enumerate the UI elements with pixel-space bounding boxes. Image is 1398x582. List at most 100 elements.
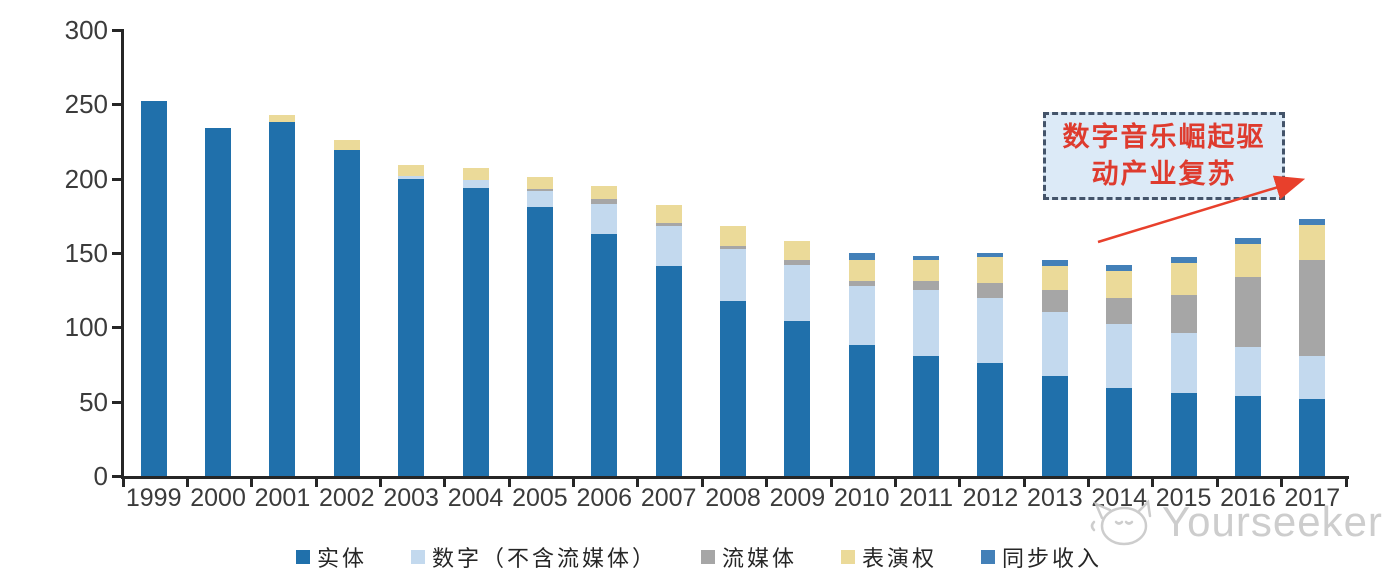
- bar-segment-2009-s3: [784, 241, 811, 261]
- legend-item: 表演权: [841, 541, 937, 573]
- bar-segment-2012-s3: [977, 257, 1004, 283]
- x-axis-tick: [1022, 479, 1026, 487]
- x-axis-tick: [378, 479, 382, 487]
- bar-segment-2016-s1: [1234, 346, 1261, 396]
- legend-label: 表演权: [862, 546, 938, 571]
- bar-segment-2015-s2: [1170, 294, 1197, 334]
- bar-segment-2002-s0: [333, 150, 360, 476]
- legend-label: 同步收入: [1002, 546, 1103, 571]
- x-axis-tick: [185, 479, 189, 487]
- legend-item: 数字（不含流媒体）: [410, 541, 657, 573]
- bar-segment-2013-s4: [1041, 260, 1068, 267]
- bar-segment-2001-s0: [269, 122, 296, 476]
- y-axis-tick: [112, 326, 122, 330]
- bar-segment-2017-s2: [1299, 260, 1326, 356]
- legend-swatch: [700, 550, 715, 564]
- x-axis-label: 2008: [705, 484, 761, 512]
- bar-segment-2003-s0: [398, 178, 425, 476]
- x-axis-tick: [1151, 479, 1155, 487]
- bar-segment-2006-s3: [591, 186, 618, 200]
- x-axis-line: [121, 476, 1349, 479]
- y-axis-label: 50: [79, 386, 108, 417]
- legend: 实体 数字（不含流媒体） 流媒体 表演权 同步收入: [0, 541, 1398, 573]
- legend-item: 同步收入: [981, 541, 1102, 573]
- bar-segment-2009-s2: [784, 260, 811, 265]
- bar-segment-2005-s3: [526, 177, 553, 190]
- bar-segment-2007-s1: [655, 226, 682, 267]
- bar-segment-2017-s4: [1299, 218, 1326, 225]
- bar-segment-2016-s4: [1234, 238, 1261, 245]
- x-axis-tick: [700, 479, 704, 487]
- annotation-line-2: 动产业复苏: [1091, 159, 1237, 189]
- bar-segment-2011-s1: [913, 290, 940, 356]
- bar-segment-2004-s3: [462, 168, 489, 181]
- bar-segment-2003-s3: [398, 165, 425, 176]
- bar-segment-2008-s1: [720, 248, 746, 301]
- bar-segment-2014-s0: [1106, 388, 1133, 476]
- annotation-callout: 数字音乐崛起驱 动产业复苏: [1043, 112, 1285, 200]
- bar-segment-2005-s0: [526, 206, 553, 476]
- bar-segment-2008-s0: [720, 300, 746, 476]
- legend-item: 实体: [295, 541, 367, 573]
- x-axis-tick: [507, 479, 511, 487]
- bar-segment-2011-s0: [913, 355, 940, 476]
- bar-segment-2006-s0: [591, 233, 618, 476]
- y-axis-label: 250: [64, 89, 108, 120]
- bar-segment-2014-s1: [1106, 324, 1133, 389]
- y-axis-label: 150: [64, 238, 108, 268]
- y-axis-line: [121, 29, 124, 479]
- x-axis-tick: [314, 479, 318, 487]
- y-axis-tick: [112, 177, 122, 181]
- yourseeker-logo-icon: [1090, 499, 1152, 546]
- bar-segment-2014-s3: [1106, 270, 1133, 298]
- x-axis-label: 2004: [447, 484, 504, 512]
- x-axis-label: 1999: [125, 484, 182, 512]
- x-axis-label: 2006: [576, 484, 633, 512]
- bar-segment-2010-s3: [848, 260, 875, 282]
- x-axis-label: 2010: [833, 484, 890, 512]
- bar-segment-2011-s3: [913, 260, 940, 282]
- x-axis-label: 2015: [1155, 484, 1212, 512]
- bar-segment-2008-s3: [720, 226, 746, 246]
- bar-segment-2012-s4: [977, 253, 1004, 258]
- bar-segment-2003-s1: [398, 175, 425, 179]
- bar-segment-2015-s0: [1170, 392, 1197, 476]
- x-axis-tick: [829, 479, 833, 487]
- y-axis-label: 300: [64, 15, 108, 45]
- x-axis-label: 2009: [769, 484, 826, 512]
- y-axis-label: 100: [64, 312, 108, 343]
- y-axis-tick: [112, 475, 122, 478]
- bar-segment-2001-s3: [269, 114, 296, 123]
- x-axis-tick: [121, 479, 125, 487]
- bar-segment-2010-s4: [848, 253, 875, 261]
- y-axis-tick: [112, 252, 122, 255]
- x-axis-label: 2007: [640, 484, 697, 512]
- legend-swatch: [841, 550, 855, 564]
- bar-segment-2000-s0: [205, 128, 232, 476]
- x-axis-label: 2011: [899, 484, 953, 512]
- annotation-line-1: 数字音乐崛起驱: [1062, 122, 1266, 152]
- bar-segment-2006-s2: [591, 199, 618, 204]
- x-axis-tick: [1344, 479, 1348, 487]
- y-axis-tick: [112, 103, 122, 107]
- bar-segment-2014-s4: [1106, 264, 1133, 271]
- x-axis-label: 2012: [962, 484, 1019, 512]
- x-axis-label: 2002: [318, 484, 375, 512]
- bar-segment-2013-s1: [1041, 312, 1068, 377]
- x-axis-label: 2003: [383, 484, 439, 512]
- x-axis-tick: [250, 479, 254, 487]
- bar-segment-2010-s2: [848, 281, 875, 286]
- bar-segment-2014-s2: [1106, 297, 1133, 325]
- watermark-text: Yourseeker: [1162, 498, 1383, 545]
- x-axis-tick: [1215, 479, 1219, 487]
- x-axis-label: 2013: [1027, 484, 1083, 512]
- bar-segment-2015-s3: [1170, 263, 1197, 295]
- legend-swatch: [981, 550, 996, 564]
- x-axis-tick: [1280, 479, 1284, 487]
- x-axis-label: 2017: [1284, 484, 1341, 512]
- bar-segment-2016-s3: [1234, 244, 1261, 277]
- x-axis-label: 2000: [190, 484, 246, 512]
- bar-segment-2004-s1: [462, 180, 489, 188]
- bar-segment-2015-s4: [1170, 257, 1197, 264]
- x-axis-tick: [572, 479, 576, 487]
